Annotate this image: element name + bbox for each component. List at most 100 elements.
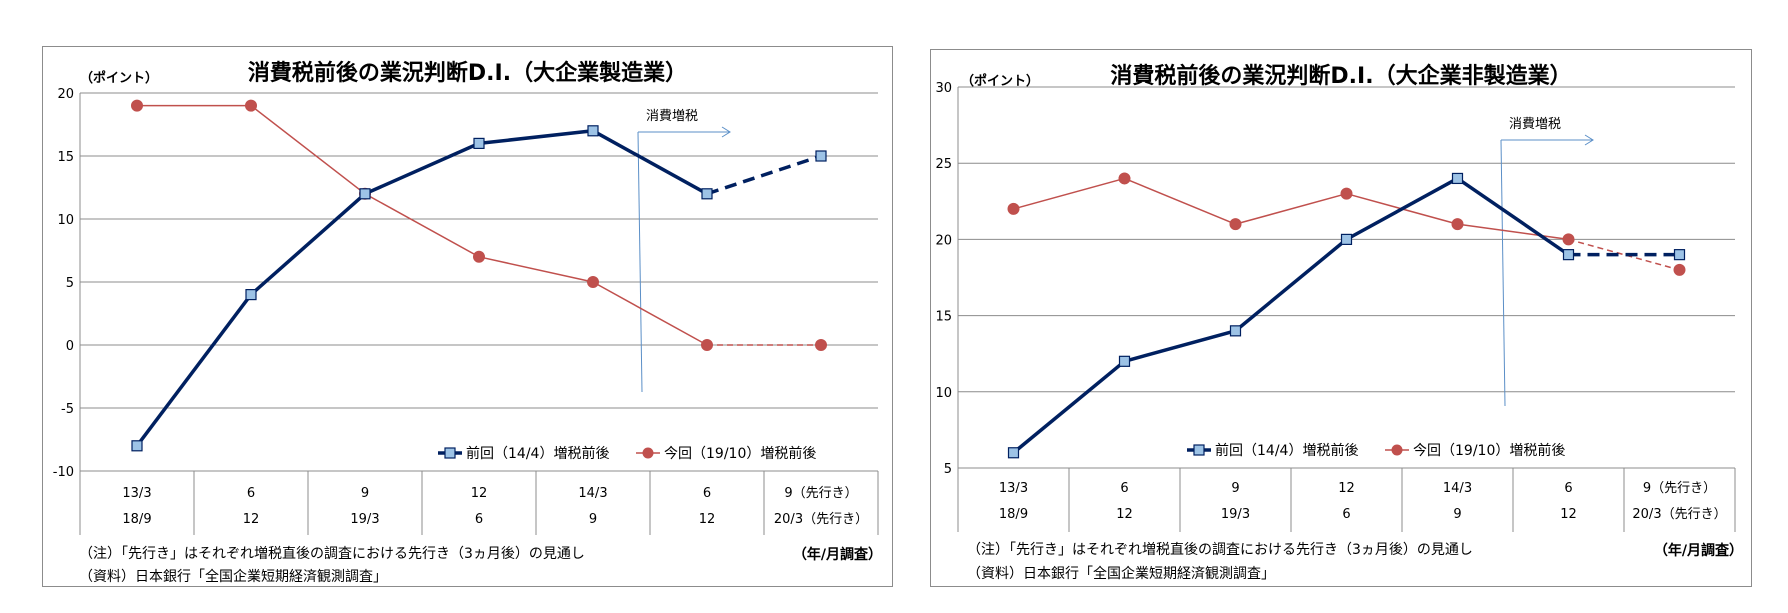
annotation-line: [637, 131, 643, 393]
chart-panel-nonmanufacturing: 消費税前後の業況判断D.I.（大企業非製造業） （ポイント） 5 10 15 20 25…: [930, 49, 1752, 587]
legend-label: 前回（14/4）増税前後: [466, 445, 609, 462]
series-segment: [478, 256, 594, 283]
legend-label: 前回（14/4）増税前後: [1215, 442, 1358, 459]
footnote-source: （資料）日本銀行「全国企業短期経済観測調査」: [967, 566, 1275, 582]
x-tick-label: 12: [471, 486, 488, 501]
x-tick-label: 12: [243, 512, 260, 527]
y-tick-label: 5: [944, 462, 952, 477]
x-tick-label: 6: [1564, 481, 1572, 496]
series-segment: [249, 192, 367, 296]
x-tick-label: 9: [1231, 481, 1239, 496]
annotation-line: [1500, 139, 1506, 407]
series-segment: [135, 293, 253, 447]
legend-label: 今回（19/10）増税前後: [664, 445, 816, 462]
y-tick-label: 10: [935, 386, 952, 401]
series-segment: [1345, 176, 1459, 241]
legend-marker: [1193, 444, 1205, 456]
y-tick-label: 20: [935, 233, 952, 248]
series-segment: [478, 129, 594, 146]
x-tick-label: 9: [1453, 507, 1461, 522]
x-tick-label: 12: [1338, 481, 1355, 496]
data-point: [1673, 249, 1686, 261]
series-segment: [706, 154, 822, 196]
y-tick-label: 0: [66, 339, 74, 354]
data-point: [587, 276, 599, 288]
data-point: [473, 250, 485, 263]
annotation-arrowhead: [721, 126, 731, 138]
y-tick-label: -5: [61, 402, 74, 417]
series-segment: [364, 193, 480, 258]
series-segment: [1457, 223, 1569, 241]
x-tick-label: 6: [1342, 507, 1350, 522]
y-tick-label: 10: [57, 213, 74, 228]
x-tick-label: 19/3: [350, 512, 379, 527]
y-tick-label: 15: [57, 150, 74, 165]
data-point: [1007, 202, 1020, 215]
x-tick-label: 9（先行き）: [1643, 481, 1716, 496]
series-segment: [1013, 177, 1125, 210]
data-point: [1118, 172, 1131, 185]
x-tick-label: 13/3: [122, 486, 151, 501]
series-segment: [1235, 192, 1347, 225]
data-point: [1229, 325, 1242, 337]
series-segment: [1456, 176, 1570, 257]
data-point: [1562, 249, 1575, 261]
data-point: [1229, 218, 1242, 231]
series-segment: [1012, 359, 1126, 455]
data-point: [245, 289, 257, 301]
chart-title: 消費税前後の業況判断D.I.（大企業製造業）: [247, 61, 688, 86]
y-axis-unit: （ポイント）: [80, 71, 159, 86]
series-segment: [1124, 177, 1236, 225]
data-point: [1118, 355, 1131, 367]
x-axis-unit: （年/月調査）: [792, 547, 882, 563]
x-tick-label: 12: [699, 512, 716, 527]
data-point: [1673, 263, 1686, 276]
legend-marker: [642, 447, 654, 459]
x-tick-label: 14/3: [1443, 481, 1472, 496]
data-point: [815, 150, 827, 162]
annotation-arrowhead: [1584, 134, 1594, 146]
y-tick-label: 30: [935, 81, 952, 96]
x-tick-label: 6: [703, 486, 711, 501]
footnote-note: （注）「先行き」はそれぞれ増税直後の調査における先行き（3ヵ月後）の見通し: [79, 546, 585, 562]
data-point: [359, 188, 371, 200]
x-tick-label: 9（先行き）: [784, 486, 857, 501]
series-segment: [1234, 238, 1348, 333]
x-axis-unit: （年/月調査）: [1653, 543, 1743, 559]
legend-label: 今回（19/10）増税前後: [1413, 442, 1565, 459]
x-tick-label: 6: [1120, 481, 1128, 496]
series-segment: [1124, 329, 1236, 364]
footnote-source: （資料）日本銀行「全国企業短期経済観測調査」: [79, 569, 387, 585]
data-point: [815, 339, 827, 351]
y-tick-label: 15: [935, 310, 952, 325]
data-point: [701, 339, 713, 351]
y-tick-label: 20: [57, 87, 74, 102]
line-chart-nonmanufacturing: 5 10 15 20 25 30 13/3 6 9 12 14/3 6 9（先行き） 18/9 12 19/3…: [935, 81, 1736, 532]
data-point: [473, 137, 485, 150]
x-tick-label: 20/3（先行き）: [1632, 507, 1726, 522]
y-tick-label: 25: [935, 157, 952, 172]
x-tick-label: 6: [247, 486, 255, 501]
y-tick-label: 5: [66, 276, 74, 291]
data-point: [587, 125, 599, 137]
x-tick-label: 18/9: [122, 512, 151, 527]
data-point: [131, 440, 143, 452]
data-point: [1562, 233, 1575, 246]
y-tick-label: -10: [53, 465, 74, 480]
series-segment: [250, 105, 366, 195]
x-tick-label: 20/3（先行き）: [774, 512, 868, 527]
x-tick-label: 12: [1560, 507, 1577, 522]
data-point: [131, 99, 143, 112]
y-axis-unit: （ポイント）: [961, 74, 1040, 89]
x-tick-label: 12: [1116, 507, 1133, 522]
series-segment: [592, 129, 708, 196]
x-tick-label: 6: [475, 512, 483, 527]
data-point: [1340, 233, 1353, 245]
data-point: [701, 188, 713, 200]
data-point: [1451, 218, 1464, 231]
x-tick-label: 19/3: [1221, 507, 1250, 522]
chart-title: 消費税前後の業況判断D.I.（大企業非製造業）: [1110, 64, 1572, 89]
x-tick-label: 13/3: [999, 481, 1028, 496]
data-point: [1007, 447, 1020, 459]
series-segment: [364, 141, 480, 196]
